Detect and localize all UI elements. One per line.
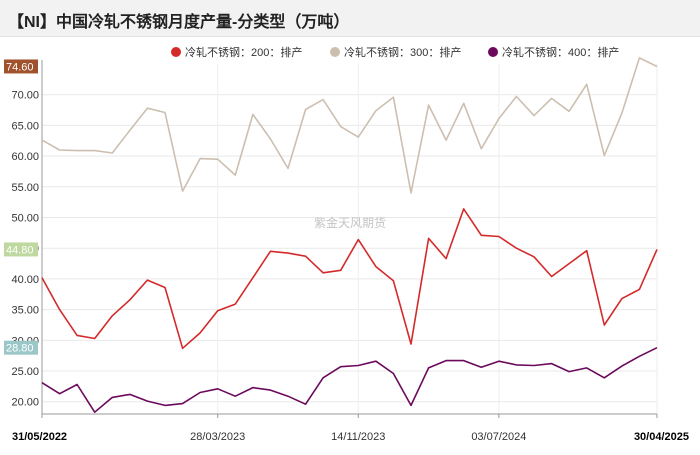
legend-label-0: 冷轧不锈钢：200：排产: [185, 45, 302, 59]
y-tick-label: 20.00: [11, 397, 39, 409]
y-tick-label: 65.00: [11, 120, 39, 132]
legend-marker-0: [171, 47, 181, 57]
x-tick-label: 30/04/2025: [634, 431, 689, 443]
x-tick-label: 28/03/2023: [190, 431, 245, 443]
last-value-box-0: [4, 242, 38, 257]
series-line-2: [41, 346, 658, 413]
y-tick-label: 40.00: [11, 274, 39, 286]
y-tick-label: 25.00: [11, 366, 39, 378]
legend-label-1: 冷轧不锈钢：300：排产: [344, 45, 461, 59]
y-tick-label: 55.00: [11, 182, 39, 194]
last-value-box-1: [4, 59, 38, 74]
grid: [41, 64, 658, 414]
last-value-box-2: [4, 340, 38, 355]
y-tick-label: 50.00: [11, 213, 39, 225]
last-value-labels: 44.80 74.60 28.80: [4, 59, 38, 355]
y-tick-label: 60.00: [11, 151, 39, 163]
x-axis: 31/05/2022 28/03/2023 14/11/2023 03/07/2024…: [12, 413, 689, 443]
legend: 冷轧不锈钢：200：排产 冷轧不锈钢：300：排产 冷轧不锈钢：400：排产: [171, 45, 619, 59]
watermark: 紫金天风期货: [314, 215, 386, 230]
last-value-label-1: 74.60: [6, 61, 34, 73]
legend-marker-2: [488, 47, 498, 57]
x-tick-label: 31/05/2022: [12, 431, 67, 443]
last-value-label-0: 44.80: [6, 244, 34, 256]
legend-label-2: 冷轧不锈钢：400：排产: [502, 45, 619, 59]
y-tick-label: 35.00: [11, 305, 39, 317]
last-value-label-2: 28.80: [6, 343, 34, 355]
x-tick-label: 03/07/2024: [471, 431, 526, 443]
title-bar: 【NI】中国冷轧不锈钢月度产量-分类型（万吨）: [0, 0, 700, 37]
y-tick-label: 70.00: [11, 90, 39, 102]
series-line-0: [41, 208, 658, 350]
series-line-1: [41, 57, 658, 194]
legend-marker-1: [330, 47, 340, 57]
chart-title: 【NI】中国冷轧不锈钢月度产量-分类型（万吨）: [8, 14, 350, 31]
series-layer: [41, 57, 658, 413]
y-axis: 20.0025.0030.0035.0040.0045.0050.0055.00…: [11, 60, 43, 414]
x-tick-label: 14/11/2023: [331, 431, 385, 443]
